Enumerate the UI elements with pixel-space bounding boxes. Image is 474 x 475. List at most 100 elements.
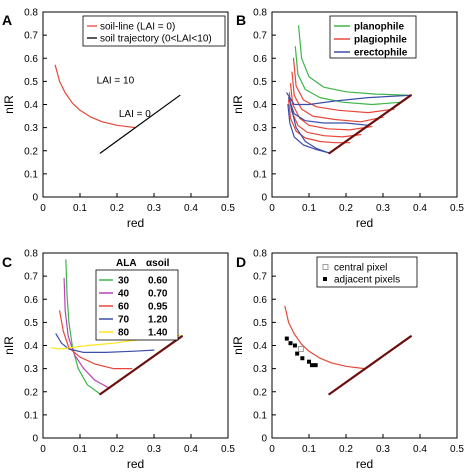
panel-d: D 0 0.1 0.2 0.3 0.4 0.5 0 0.1 0.2 0.3 0.4 0.5 0.6 0.7 0…	[231, 249, 464, 472]
series-line-3	[55, 333, 155, 353]
x-tick-label: 0.3	[376, 444, 390, 455]
adjacent-pixel-point	[300, 356, 305, 361]
adjacent-pixel-point	[313, 363, 318, 368]
y-tick-label: 0.2	[253, 387, 267, 398]
x-tick-label: 0.2	[110, 444, 124, 455]
y-tick-label: 0.8	[253, 249, 267, 260]
y-tick-label: 0.5	[253, 77, 267, 88]
x-tick-label: 0.5	[450, 444, 464, 455]
series-line-8	[286, 92, 412, 106]
plot-area	[50, 259, 183, 396]
series-line-2	[292, 57, 395, 114]
series-line-9	[288, 96, 369, 126]
y-axis-label: nIR	[231, 336, 245, 355]
y-tick-label: 0.8	[24, 249, 38, 260]
x-tick-label: 0.5	[450, 203, 464, 214]
x-tick-label: 0.4	[413, 444, 427, 455]
legend: ALA αsoil 30 0.60 40 0.70 60 0.95 70 1.20 80 1.40	[95, 258, 179, 341]
series-line-11	[328, 94, 412, 155]
x-tick-label: 0.3	[376, 203, 390, 214]
legend-entry-ala: 40	[118, 289, 130, 300]
y-tick-label: 0.6	[24, 54, 38, 65]
series-line-4	[289, 83, 373, 131]
series-line-0	[298, 25, 412, 96]
series-line-0	[65, 259, 101, 395]
series-line-5	[99, 335, 183, 396]
legend-header: ALA	[116, 258, 137, 269]
y-tick-label: 0.8	[24, 8, 38, 19]
y-tick-label: 0.7	[24, 31, 38, 42]
y-tick-label: 0.4	[24, 341, 38, 352]
x-axis-label: red	[127, 457, 144, 471]
x-tick-label: 0.5	[221, 444, 235, 455]
y-axis-label: nIR	[231, 95, 245, 114]
series-line-1	[63, 277, 111, 389]
y-tick-label: 0.2	[253, 146, 267, 157]
y-tick-label: 0.1	[253, 410, 267, 421]
y-axis-label: nIR	[2, 95, 16, 114]
y-tick-label: 0.4	[253, 100, 267, 111]
y-tick-label: 0.5	[24, 77, 38, 88]
panel-label: D	[236, 254, 246, 270]
legend-entry-ala: 70	[118, 315, 130, 326]
y-tick-label: 0	[32, 434, 38, 445]
series-line-0	[284, 305, 366, 370]
x-tick-label: 0.2	[110, 203, 124, 214]
legend: planophile plagiophile erectophile	[329, 15, 417, 59]
x-tick-label: 0	[40, 444, 46, 455]
legend-entry-label: erectophile	[354, 48, 408, 59]
series-line-1	[328, 335, 412, 396]
panel-a: A 0 0.1 0.2 0.3 0.4 0.5 0 0.1 0.2 0.3 0.4 0.5 0.6 0.7 0…	[2, 8, 235, 231]
x-tick-label: 0.4	[413, 203, 427, 214]
adjacent-pixel-point	[295, 351, 300, 356]
x-tick-label: 0.1	[73, 444, 87, 455]
series-line-6	[288, 99, 351, 144]
y-tick-label: 0.7	[253, 272, 267, 283]
x-tick-label: 0	[269, 444, 275, 455]
y-tick-label: 0.6	[253, 295, 267, 306]
legend: soil-line (LAI = 0)soil trajectory (0<LA…	[82, 15, 226, 47]
plot-area	[284, 305, 412, 396]
y-tick-label: 0.1	[253, 169, 267, 180]
legend-entry-asoil: 1.20	[148, 315, 168, 326]
central-pixel-point	[297, 346, 304, 352]
legend-entry-ala: 30	[118, 276, 130, 287]
y-tick-label: 0.6	[24, 295, 38, 306]
series-line-1	[294, 46, 403, 106]
legend-box	[329, 15, 417, 59]
plot-area	[286, 25, 412, 155]
y-tick-label: 0	[32, 193, 38, 204]
y-tick-label: 0.5	[253, 318, 267, 329]
panel-c: C0 0.1 0.2 0.3 0.4 0.500.10.20.30.40.50.60.70…	[2, 249, 235, 472]
x-tick-label: 0.2	[339, 203, 353, 214]
y-axis-label: nIR	[2, 336, 16, 355]
x-tick-label: 0.5	[221, 203, 235, 214]
legend-entry-label: central pixel	[334, 263, 387, 274]
panel-label: B	[236, 12, 246, 28]
legend-entry-label: adjacent pixels	[334, 275, 400, 286]
adjacent-pixel-point	[284, 336, 289, 341]
panel-label: C	[2, 254, 12, 270]
legend-header: αsoil	[146, 258, 170, 269]
y-tick-label: 0.3	[24, 364, 38, 375]
adjacent-pixel-point	[288, 341, 293, 346]
x-axis-label: red	[127, 216, 144, 230]
y-tick-label: 0.8	[253, 8, 267, 19]
series-line-2	[58, 310, 133, 370]
y-tick-label: 0	[261, 434, 267, 445]
legend-box	[95, 269, 179, 341]
y-tick-label: 0.2	[24, 387, 38, 398]
panel-b: B 0 0.1 0.2 0.3 0.4 0.5 0 0.1 0.2 0.3 0.4 0.5 0.6 0.7 0…	[231, 8, 464, 231]
legend-box	[316, 256, 418, 288]
panel-label: A	[2, 12, 12, 28]
x-tick-label: 0.3	[147, 203, 161, 214]
series-line-0	[54, 64, 137, 129]
x-tick-label: 0.3	[147, 444, 161, 455]
y-tick-label: 0	[261, 193, 267, 204]
annotation: LAI = 0	[119, 109, 151, 120]
x-tick-label: 0.1	[302, 444, 316, 455]
legend-entry-ala: 80	[118, 328, 130, 339]
x-tick-label: 0.4	[184, 203, 198, 214]
